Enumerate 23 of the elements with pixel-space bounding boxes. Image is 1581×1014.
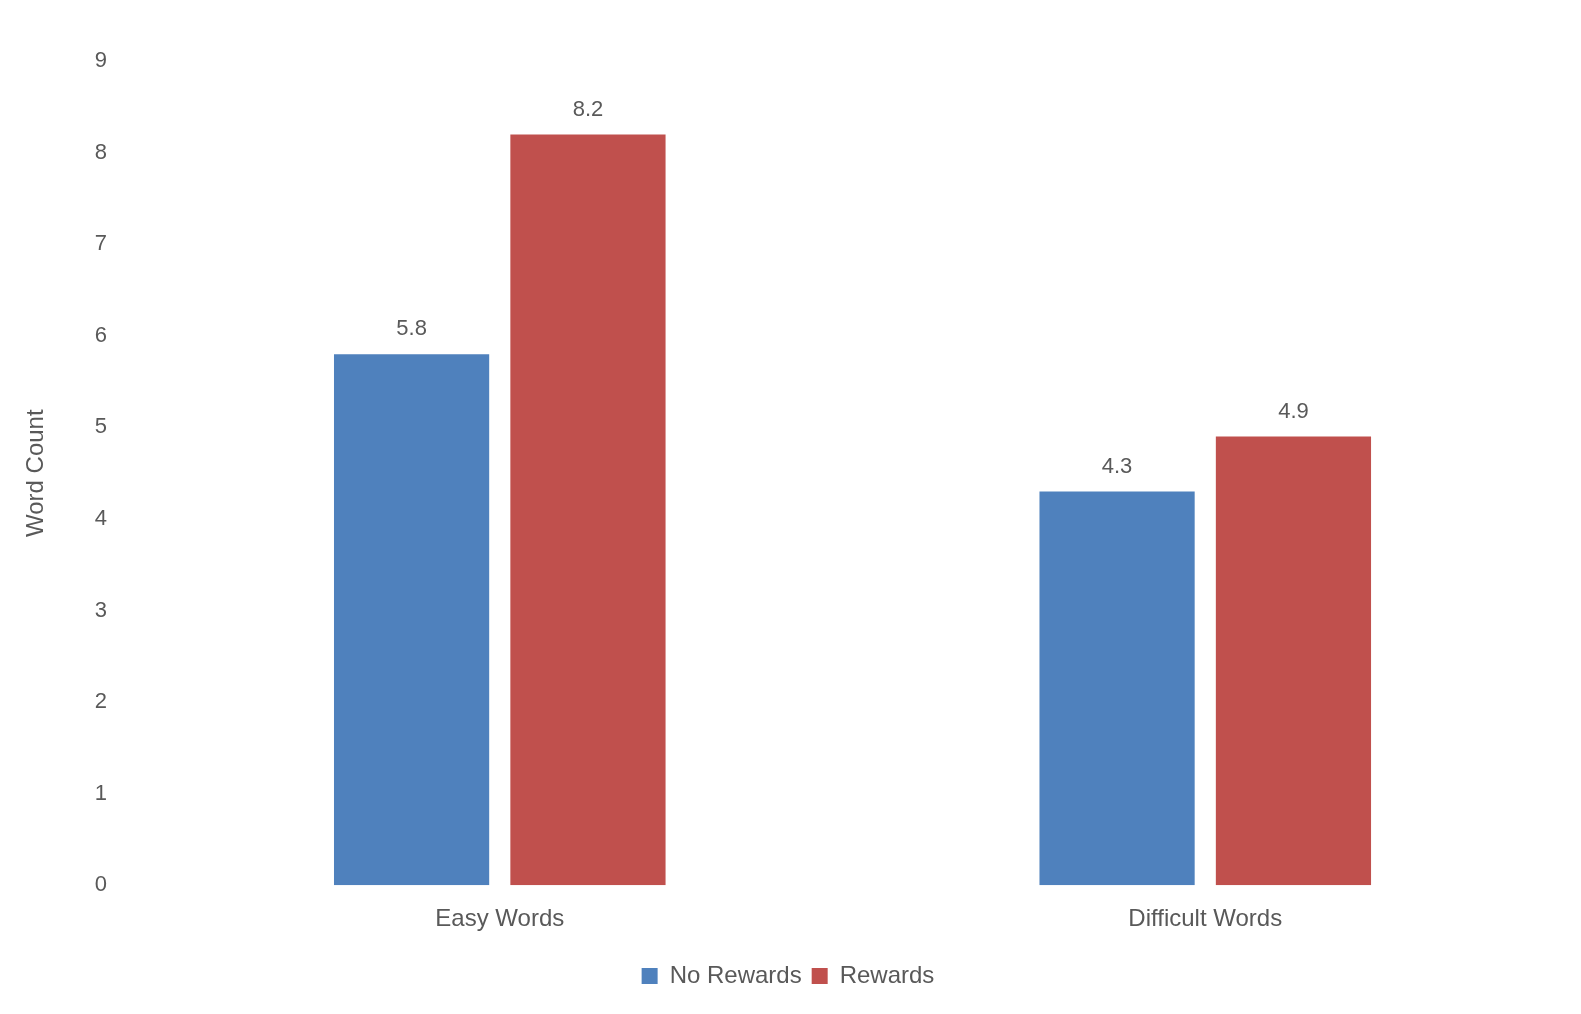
y-tick-label: 0 xyxy=(94,871,108,897)
y-tick-label: 6 xyxy=(94,321,108,347)
y-tick-label: 7 xyxy=(94,230,108,256)
y-tick-label: 5 xyxy=(94,413,108,439)
bar xyxy=(510,134,666,886)
legend-label: No Rewards xyxy=(669,960,802,988)
y-tick-label: 2 xyxy=(94,688,108,714)
data-label: 4.9 xyxy=(1278,397,1309,423)
y-tick-label: 4 xyxy=(94,505,108,531)
y-tick-label: 9 xyxy=(94,47,108,73)
x-tick-label: Easy Words xyxy=(435,904,565,932)
y-tick-label: 1 xyxy=(94,779,108,805)
y-axis-title: Word Count xyxy=(21,409,49,538)
bar xyxy=(1039,491,1195,886)
data-label: 8.2 xyxy=(572,95,604,121)
x-tick-label: Difficult Words xyxy=(1128,904,1283,932)
y-tick-label: 3 xyxy=(94,596,108,622)
y-tick-label: 8 xyxy=(94,138,108,164)
legend-label: Rewards xyxy=(839,960,935,988)
bar xyxy=(333,354,490,886)
data-label: 5.8 xyxy=(396,315,427,341)
data-label: 4.3 xyxy=(1101,452,1133,478)
bar xyxy=(1215,436,1372,886)
